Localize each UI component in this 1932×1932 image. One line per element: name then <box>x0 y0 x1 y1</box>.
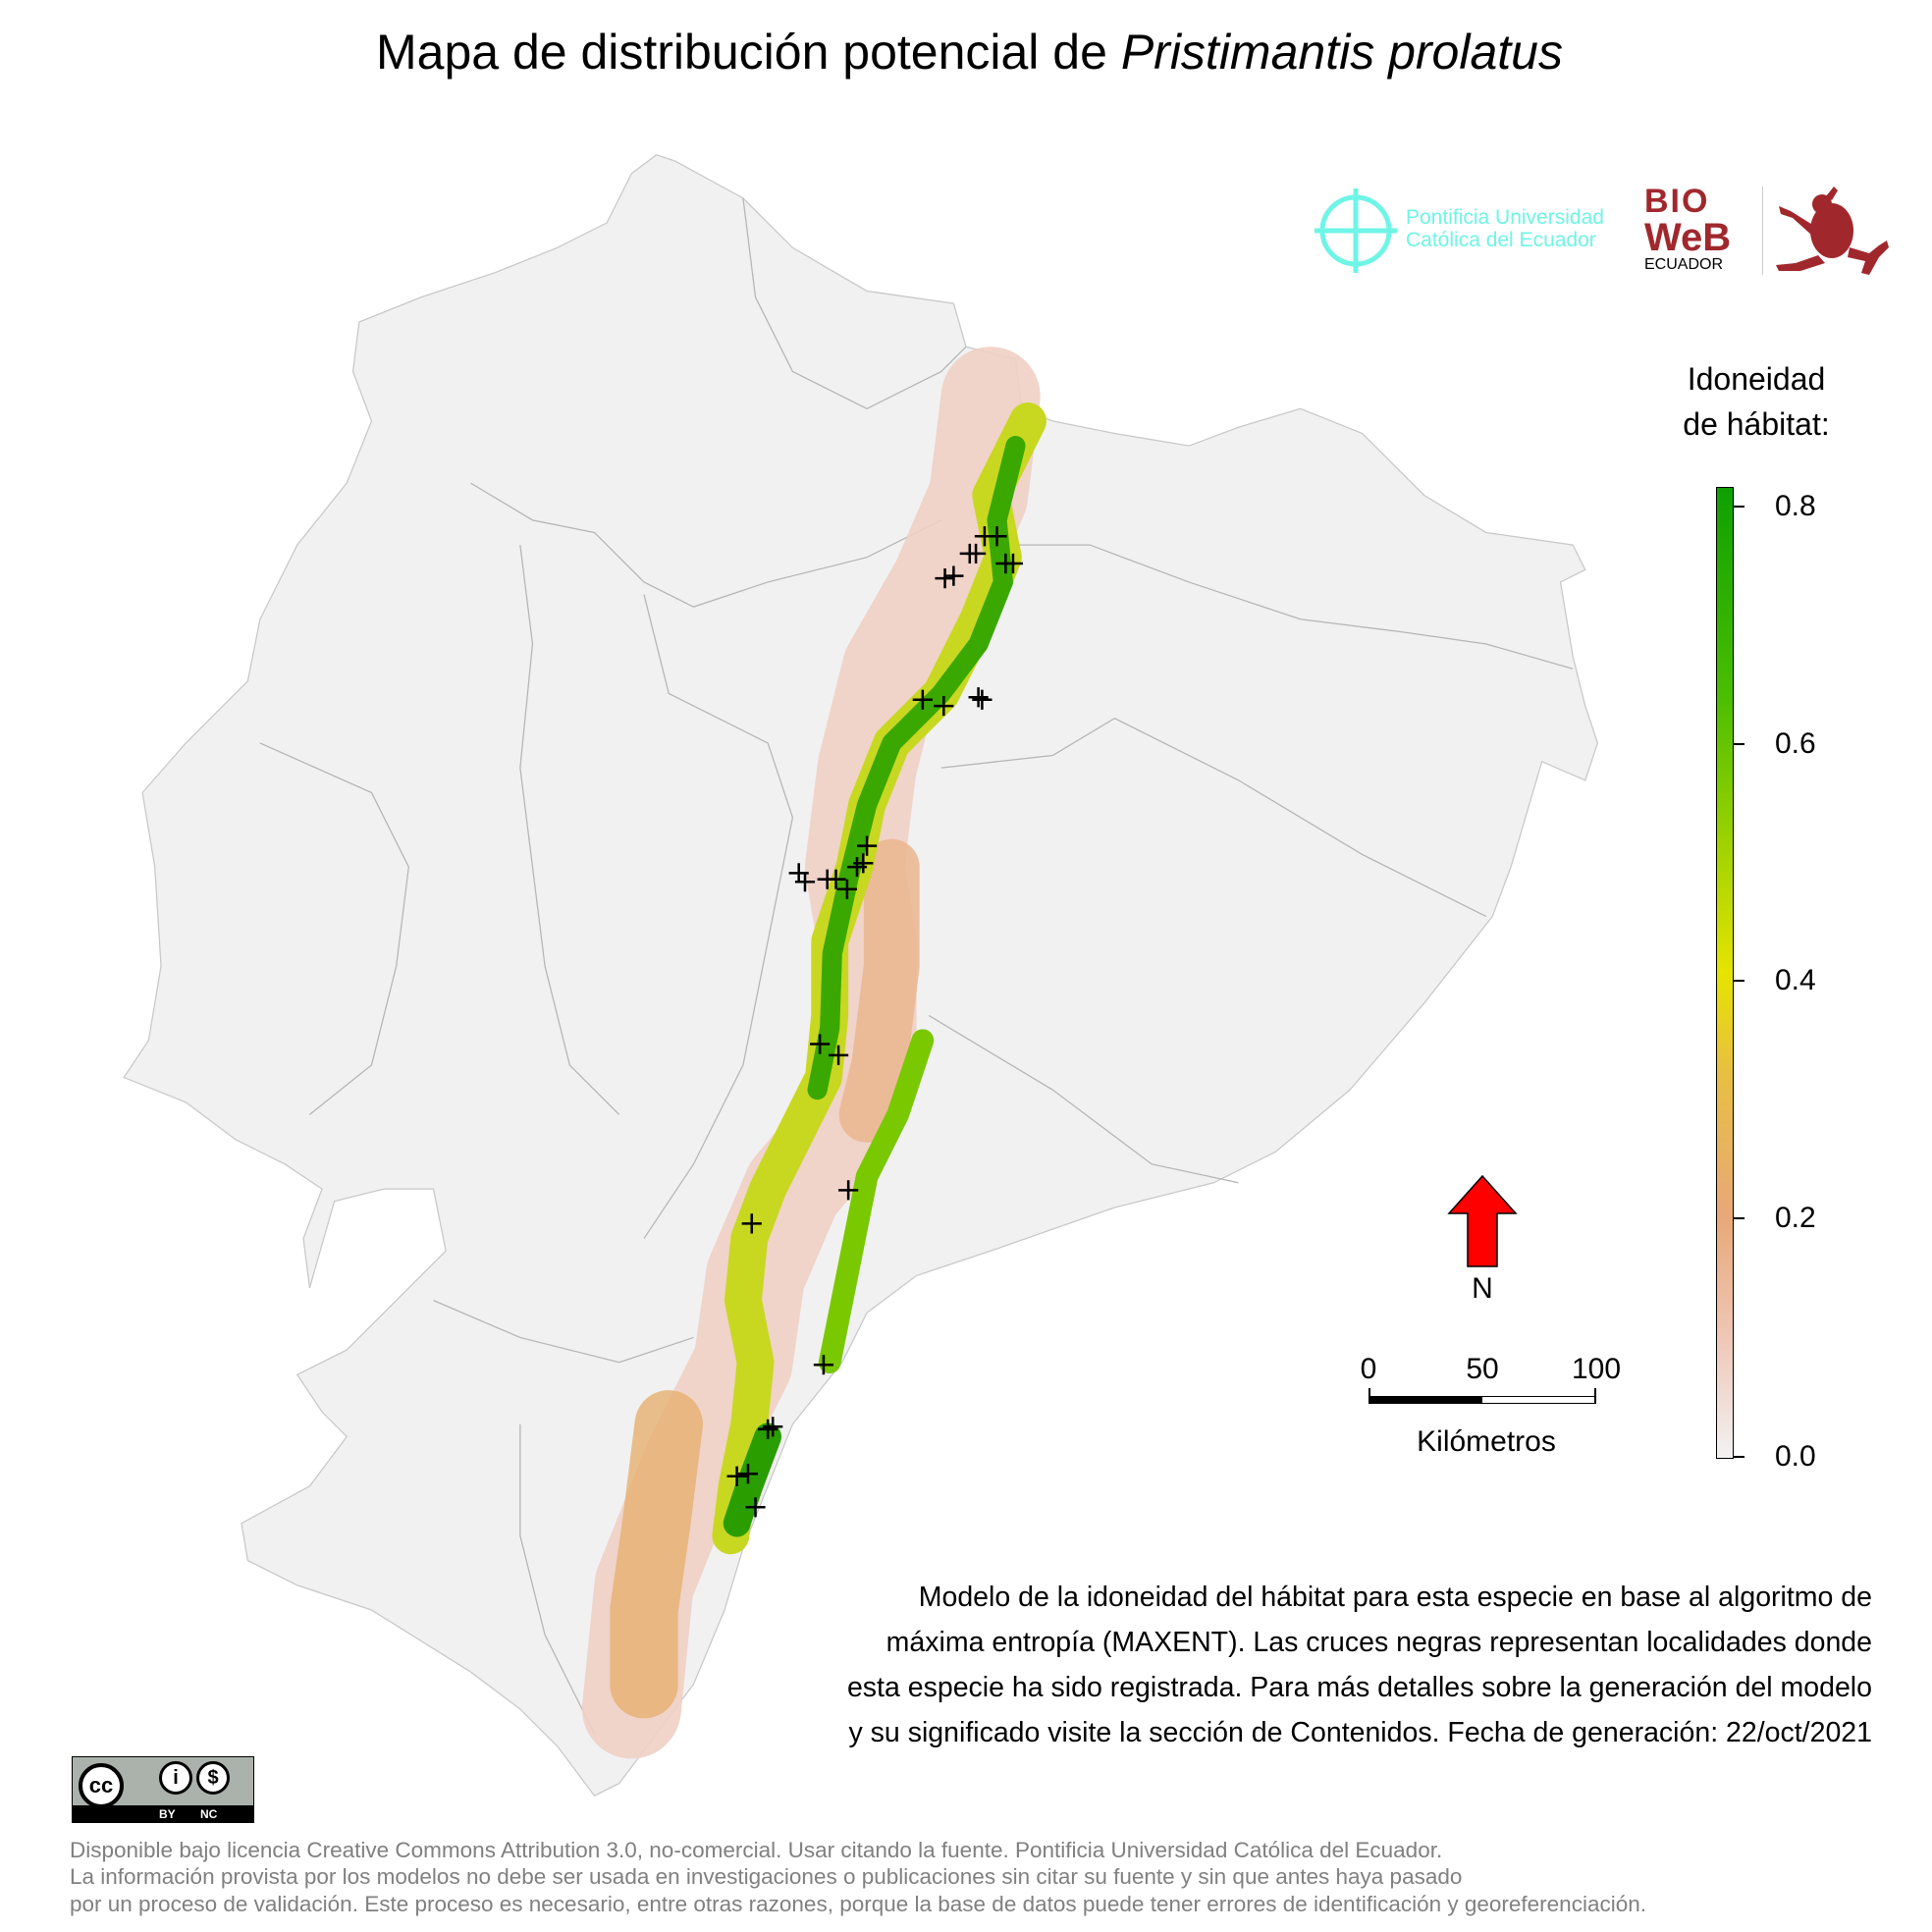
color-bar <box>1716 487 1734 1459</box>
locality-cross <box>935 568 955 589</box>
badge-bar <box>73 1805 253 1822</box>
badge-nc: NC <box>200 1807 218 1821</box>
locality-cross <box>741 1213 762 1234</box>
puce-line2: Católica del Ecuador <box>1406 229 1596 251</box>
locality-cross <box>987 526 1007 547</box>
bioweb-bottom: ECUADOR <box>1644 256 1724 273</box>
noncommercial-icon: $ <box>196 1761 230 1795</box>
tick-label: 0.2 <box>1775 1202 1816 1234</box>
scale-label-0: 0 <box>1360 1353 1377 1385</box>
locality-cross <box>959 543 980 564</box>
title-species: Pristimantis prolatus <box>1120 25 1563 80</box>
locality-cross <box>810 1034 831 1054</box>
legend-title-line2: de hábitat: <box>1683 406 1830 442</box>
tick-0.4 <box>1733 980 1744 982</box>
locality-cross <box>828 1045 849 1065</box>
north-label: N <box>1472 1272 1493 1305</box>
scale-bar-end <box>1594 1388 1596 1404</box>
scale-bar-end <box>1368 1388 1370 1404</box>
description-line: Modelo de la idoneidad del hábitat para … <box>918 1582 1872 1613</box>
model-description: Modelo de la idoneidad del hábitat para … <box>694 1575 1872 1755</box>
locality-cross <box>758 1419 778 1439</box>
locality-cross <box>972 689 993 710</box>
locality-cross <box>1002 553 1024 574</box>
title-prefix: Mapa de distribución potencial de <box>376 25 1121 80</box>
tick-0.8 <box>1733 506 1744 508</box>
tick-label: 0.0 <box>1775 1440 1816 1473</box>
description-line: y su significado visite la sección de Co… <box>848 1717 1872 1748</box>
footer-line: Disponible bajo licencia Creative Common… <box>70 1838 1443 1862</box>
puce-logo-text: Pontificia Universidad Católica del Ecua… <box>1406 206 1604 251</box>
locality-cross <box>813 1355 834 1375</box>
footer-line: por un proceso de validación. Este proce… <box>70 1892 1646 1916</box>
description-line: máxima entropía (MAXENT). Las cruces neg… <box>886 1627 1872 1658</box>
scale-bar <box>1368 1396 1596 1404</box>
north-arrow-icon <box>1447 1174 1518 1267</box>
province-borders <box>259 197 1574 1735</box>
locality-cross <box>737 1464 759 1484</box>
tick-0.0 <box>1733 1456 1744 1458</box>
locality-cross <box>836 879 857 899</box>
locality-cross <box>943 565 964 586</box>
locality-cross <box>763 1417 783 1437</box>
tick-label: 0.4 <box>1775 964 1816 996</box>
puce-logo-icon <box>1315 188 1397 273</box>
cc-icon: cc <box>79 1763 124 1808</box>
footer-line: La información provista por los modelos … <box>70 1864 1463 1889</box>
habitat-suitability-layer <box>581 347 1046 1759</box>
locality-cross <box>726 1466 747 1486</box>
map-title: Mapa de distribución potencial de Pristi… <box>0 24 1932 80</box>
scale-label-100: 100 <box>1571 1353 1622 1385</box>
locality-cross <box>968 687 989 708</box>
frog-icon <box>1776 187 1889 275</box>
tick-label: 0.8 <box>1775 490 1816 522</box>
scale-unit: Kilómetros <box>1417 1425 1556 1458</box>
scale-label-50: 50 <box>1466 1353 1499 1385</box>
tick-0.6 <box>1733 743 1744 745</box>
tick-0.2 <box>1733 1217 1744 1219</box>
cc-by-nc-badge[interactable]: cc i $ BY NC <box>72 1756 254 1823</box>
locality-crosses <box>726 526 1024 1518</box>
badge-by: BY <box>159 1807 176 1821</box>
locality-cross <box>745 1497 766 1518</box>
locality-cross <box>794 872 816 892</box>
locality-cross <box>826 869 846 889</box>
bioweb-top: BIO <box>1644 183 1710 220</box>
puce-line1: Pontificia Universidad <box>1406 206 1604 229</box>
locality-cross <box>838 1180 859 1201</box>
legend-title-line1: Idoneidad <box>1687 361 1826 397</box>
tick-label: 0.6 <box>1775 727 1816 760</box>
bioweb-mid: WeB <box>1644 216 1732 259</box>
locality-cross <box>853 853 874 874</box>
attribution-icon: i <box>159 1761 192 1795</box>
logo-divider <box>1762 187 1763 275</box>
locality-cross <box>912 689 933 710</box>
bioweb-logo: BIO WeB ECUADOR <box>1644 185 1731 273</box>
locality-cross <box>856 835 878 856</box>
description-line: esta especie ha sido registrada. Para má… <box>846 1672 1872 1703</box>
locality-cross <box>934 695 954 717</box>
